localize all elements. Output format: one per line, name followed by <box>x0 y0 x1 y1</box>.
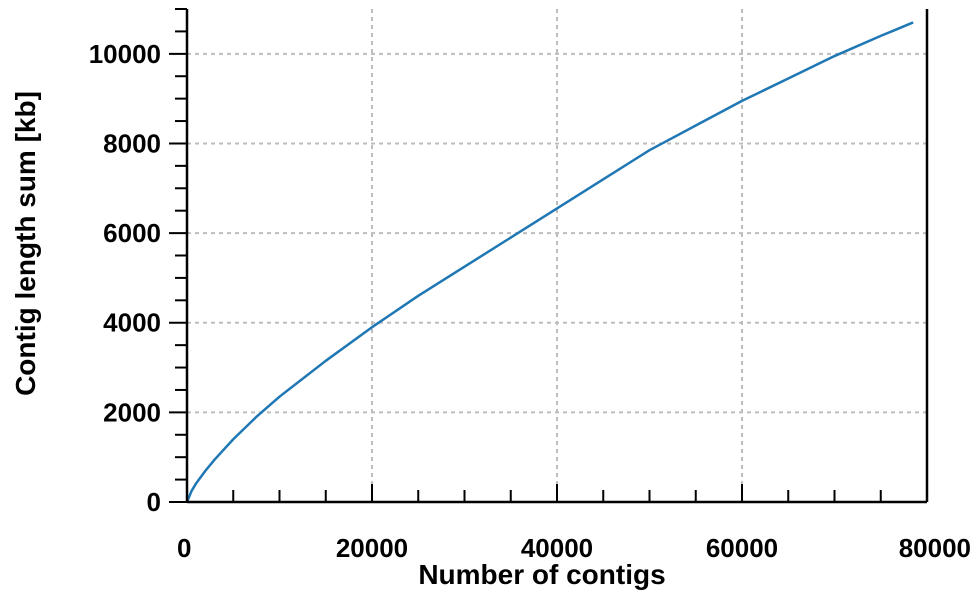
x-tick-label: 20000 <box>336 533 408 563</box>
x-axis-label: Number of contigs <box>418 559 665 590</box>
y-tick-label: 2000 <box>103 397 161 427</box>
tick-labels: 0 2000 4000 6000 8000 10000 0 20000 40000 60000 80… <box>89 39 971 563</box>
y-tick-label: 10000 <box>89 39 161 69</box>
y-tick-label: 8000 <box>103 128 161 158</box>
series-layer <box>185 21 914 503</box>
y-tick-label: 6000 <box>103 218 161 248</box>
x-tick-label: 40000 <box>521 533 593 563</box>
ticks <box>169 8 928 503</box>
x-tick-label: 0 <box>177 533 191 563</box>
grid-lines <box>187 9 927 502</box>
y-tick-label: 4000 <box>103 308 161 338</box>
y-axis-label: Contig length sum [kb] <box>10 91 41 396</box>
y-tick-label: 0 <box>147 487 161 517</box>
x-tick-label: 60000 <box>706 533 778 563</box>
x-tick-label: 80000 <box>899 533 971 563</box>
series-line <box>185 21 914 503</box>
